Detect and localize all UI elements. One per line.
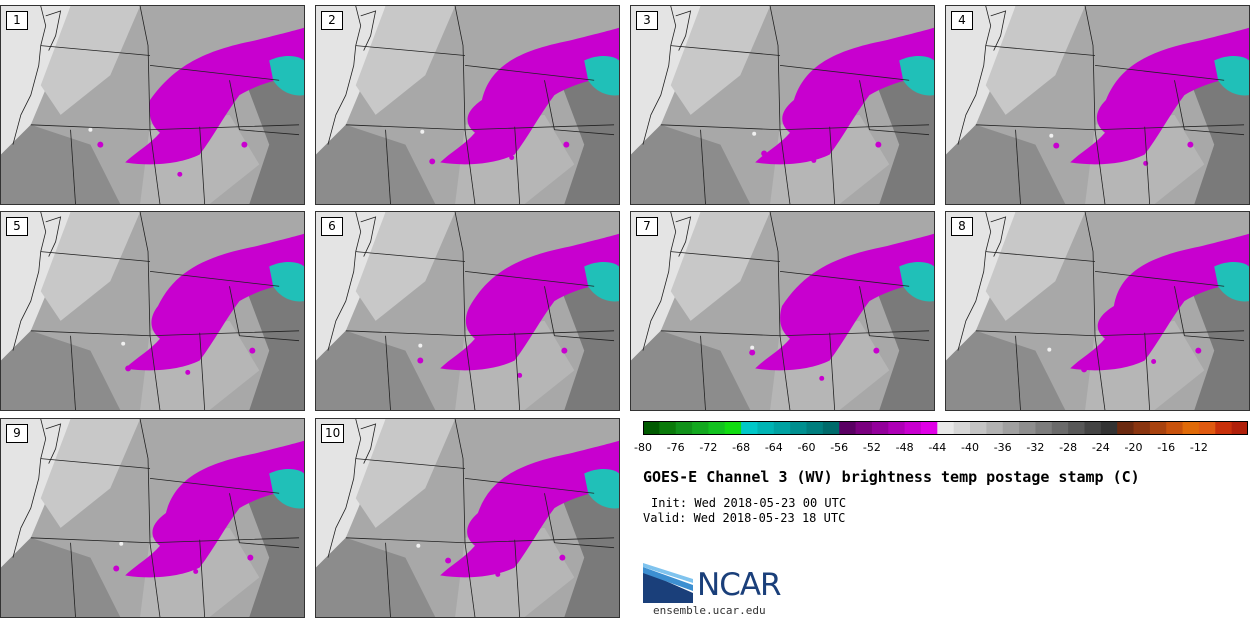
ensemble-member-panel: 4 bbox=[945, 5, 1250, 205]
colorbar-tick-label: -32 bbox=[1026, 441, 1045, 454]
water-vapor-map bbox=[316, 212, 619, 410]
colorbar-swatch bbox=[1100, 421, 1118, 435]
colorbar-swatch bbox=[855, 421, 873, 435]
ensemble-member-panel: 8 bbox=[945, 211, 1250, 411]
valid-time: Valid: Wed 2018-05-23 18 UTC bbox=[643, 511, 846, 525]
colorbar-swatch bbox=[1019, 421, 1036, 435]
init-time: Init: Wed 2018-05-23 00 UTC bbox=[651, 496, 847, 510]
colorbar-tick-label: -80 bbox=[634, 441, 652, 454]
colorbar-swatch bbox=[888, 421, 906, 435]
colorbar-tick-label: -24 bbox=[1091, 441, 1110, 454]
member-number-label: 3 bbox=[636, 11, 658, 30]
colorbar-swatch bbox=[1068, 421, 1085, 435]
colorbar-swatch bbox=[1198, 421, 1216, 435]
water-vapor-map bbox=[1, 6, 304, 204]
colorbar-swatch bbox=[839, 421, 857, 435]
water-vapor-map bbox=[631, 212, 934, 410]
colorbar-swatch bbox=[986, 421, 1004, 435]
member-number-label: 9 bbox=[6, 424, 28, 443]
colorbar-swatch bbox=[790, 421, 808, 435]
colorbar-tick-label: -76 bbox=[666, 441, 685, 454]
ensemble-member-panel: 6 bbox=[315, 211, 620, 411]
colorbar-swatch bbox=[937, 421, 955, 435]
colorbar-swatch bbox=[822, 421, 840, 435]
colorbar-swatch bbox=[1215, 421, 1233, 435]
colorbar-swatch bbox=[675, 421, 693, 435]
colorbar-tick-label: -60 bbox=[797, 441, 816, 454]
logo-text: NCAR bbox=[697, 567, 782, 603]
colorbar-swatch bbox=[904, 421, 922, 435]
colorbar-swatch bbox=[1117, 421, 1135, 435]
colorbar-swatch bbox=[659, 421, 677, 435]
site-url: ensemble.ucar.edu bbox=[653, 604, 766, 617]
member-number-label: 1 bbox=[6, 11, 28, 30]
colorbar-swatch bbox=[773, 421, 791, 435]
colorbar-tick-label: -44 bbox=[928, 441, 947, 454]
colorbar-tick-label: -16 bbox=[1157, 441, 1176, 454]
member-number-label: 5 bbox=[6, 217, 28, 236]
ensemble-member-panel: 7 bbox=[630, 211, 935, 411]
ncar-logo bbox=[643, 563, 693, 603]
colorbar-swatch bbox=[1231, 421, 1248, 435]
colorbar-swatch bbox=[1002, 421, 1020, 435]
ensemble-member-panel: 2 bbox=[315, 5, 620, 205]
colorbar-tick-label: -64 bbox=[764, 441, 783, 454]
colorbar-tick-label: -20 bbox=[1124, 441, 1143, 454]
colorbar-labels: -80 -76 -72 -68 -64 -60 -56 -52 -48 -44 -40 -36 -32 -… bbox=[633, 441, 1258, 457]
ensemble-member-panel: 9 bbox=[0, 418, 305, 618]
water-vapor-map bbox=[1, 419, 304, 617]
colorbar-tick-label: -36 bbox=[993, 441, 1012, 454]
member-number-label: 2 bbox=[321, 11, 343, 30]
colorbar-tick-label: -12 bbox=[1189, 441, 1208, 454]
colorbar-swatch bbox=[871, 421, 889, 435]
water-vapor-map bbox=[946, 212, 1249, 410]
colorbar-swatch bbox=[692, 421, 709, 435]
colorbar-tick-label: -28 bbox=[1059, 441, 1078, 454]
colorbar-swatch bbox=[1149, 421, 1167, 435]
colorbar-swatch bbox=[970, 421, 987, 435]
colorbar-swatch bbox=[724, 421, 742, 435]
water-vapor-map bbox=[316, 6, 619, 204]
colorbar-swatch bbox=[643, 421, 660, 435]
colorbar-border bbox=[643, 421, 1248, 435]
ensemble-member-panel: 1 bbox=[0, 5, 305, 205]
colorbar-swatch bbox=[1051, 421, 1069, 435]
member-number-label: 7 bbox=[636, 217, 658, 236]
colorbar-swatch bbox=[920, 421, 938, 435]
water-vapor-map bbox=[631, 6, 934, 204]
colorbar-swatch bbox=[741, 421, 758, 435]
ensemble-member-panel: 10 bbox=[315, 418, 620, 618]
water-vapor-map bbox=[946, 6, 1249, 204]
colorbar-swatch bbox=[1166, 421, 1184, 435]
colorbar-tick-label: -72 bbox=[699, 441, 718, 454]
ensemble-member-panel: 3 bbox=[630, 5, 935, 205]
figure-title: GOES-E Channel 3 (WV) brightness temp po… bbox=[643, 468, 1140, 486]
member-number-label: 4 bbox=[951, 11, 973, 30]
colorbar-swatch bbox=[757, 421, 775, 435]
member-number-label: 8 bbox=[951, 217, 973, 236]
colorbar-tick-label: -68 bbox=[732, 441, 751, 454]
member-number-label: 10 bbox=[321, 424, 345, 443]
colorbar bbox=[643, 421, 1248, 435]
colorbar-tick-label: -56 bbox=[830, 441, 849, 454]
water-vapor-map bbox=[316, 419, 619, 617]
member-number-label: 6 bbox=[321, 217, 343, 236]
colorbar-swatch bbox=[1084, 421, 1102, 435]
colorbar-tick-label: -52 bbox=[862, 441, 881, 454]
colorbar-swatch bbox=[806, 421, 824, 435]
ensemble-member-panel: 5 bbox=[0, 211, 305, 411]
colorbar-swatch bbox=[708, 421, 726, 435]
colorbar-swatch bbox=[1133, 421, 1151, 435]
colorbar-swatch bbox=[1035, 421, 1053, 435]
colorbar-tick-label: -40 bbox=[961, 441, 979, 454]
water-vapor-map bbox=[1, 212, 304, 410]
colorbar-swatch bbox=[953, 421, 971, 435]
colorbar-swatch bbox=[1182, 421, 1200, 435]
colorbar-tick-label: -48 bbox=[895, 441, 914, 454]
